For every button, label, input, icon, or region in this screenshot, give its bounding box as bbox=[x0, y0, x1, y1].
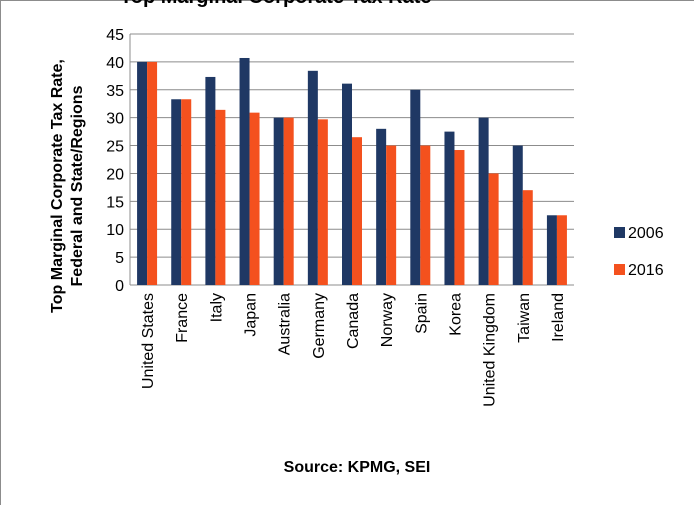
y-axis-ticks: 0 5 10 15 20 25 30 35 40 45 bbox=[106, 27, 124, 295]
x-axis-ticks: United States France Italy Japan Australia Ge… bbox=[140, 293, 567, 407]
legend-swatch-2006 bbox=[614, 227, 625, 238]
x-axis-label: Source: KPMG, SEI bbox=[284, 459, 431, 476]
x-tick-label: United States bbox=[140, 293, 157, 389]
y-tick-label: 5 bbox=[115, 250, 124, 267]
bar-2016-france bbox=[181, 99, 192, 285]
bar-2006-united-states bbox=[137, 61, 148, 286]
bar-2006-spain bbox=[410, 89, 421, 286]
x-tick-label: Australia bbox=[277, 293, 294, 355]
x-tick-label: Germany bbox=[311, 293, 328, 359]
bar-2006-italy bbox=[205, 76, 216, 286]
legend-label-2016: 2016 bbox=[628, 262, 664, 279]
y-tick-label: 15 bbox=[106, 194, 124, 211]
y-axis-label-line-1: Top Marginal Corporate Tax Rate, bbox=[49, 59, 66, 313]
bar-2006-korea bbox=[444, 131, 455, 285]
y-tick-label: 10 bbox=[106, 222, 124, 239]
y-tick-label: 25 bbox=[106, 139, 124, 156]
bar-2006-norway bbox=[376, 128, 387, 285]
x-tick-label: Spain bbox=[413, 293, 430, 334]
x-tick-label: United Kingdom bbox=[482, 293, 499, 407]
y-tick-label: 20 bbox=[106, 166, 124, 183]
bar-2016-united-kingdom bbox=[488, 173, 499, 285]
y-tick-label: 45 bbox=[106, 27, 124, 44]
bar-2016-norway bbox=[386, 145, 397, 285]
bar-2016-italy bbox=[215, 109, 226, 285]
x-tick-label: Japan bbox=[243, 293, 260, 337]
bar-2006-canada bbox=[342, 83, 352, 286]
legend: 2006 2016 bbox=[614, 225, 664, 279]
bar-2006-taiwan bbox=[512, 145, 523, 285]
x-tick-label: France bbox=[174, 293, 191, 343]
bar-2016-australia bbox=[283, 117, 294, 286]
bar-2006-france bbox=[171, 99, 182, 285]
y-tick-label: 0 bbox=[115, 278, 124, 295]
y-tick-label: 40 bbox=[106, 55, 124, 72]
y-axis-label-line-2: Federal and State/Regions bbox=[69, 85, 86, 286]
bar-2016-korea bbox=[454, 150, 465, 285]
bars bbox=[137, 57, 567, 286]
x-tick-label: Taiwan bbox=[516, 293, 533, 343]
bar-2006-australia bbox=[273, 117, 284, 286]
bar-2016-ireland bbox=[556, 215, 567, 285]
x-tick-label: Italy bbox=[208, 293, 225, 322]
bar-2016-united-states bbox=[147, 61, 158, 286]
legend-swatch-2016 bbox=[614, 264, 625, 275]
bar-2006-ireland bbox=[546, 215, 557, 285]
bar-2016-germany bbox=[317, 119, 328, 285]
x-tick-label: Canada bbox=[345, 293, 362, 349]
bar-2006-united-kingdom bbox=[478, 117, 489, 286]
bar-2016-spain bbox=[420, 145, 431, 285]
legend-label-2006: 2006 bbox=[628, 225, 664, 242]
y-tick-label: 35 bbox=[106, 83, 124, 100]
bar-2006-japan bbox=[239, 57, 250, 286]
x-tick-label: Norway bbox=[379, 293, 396, 347]
x-tick-label: Ireland bbox=[550, 293, 567, 342]
bar-2006-germany bbox=[307, 70, 318, 286]
x-tick-label: Korea bbox=[447, 293, 464, 336]
bar-2016-canada bbox=[352, 137, 362, 285]
chart-title: Top Marginal Corporate Tax Rate bbox=[120, 0, 432, 9]
y-tick-label: 30 bbox=[106, 111, 124, 128]
bar-2016-taiwan bbox=[522, 190, 533, 285]
bar-2016-japan bbox=[249, 112, 260, 285]
